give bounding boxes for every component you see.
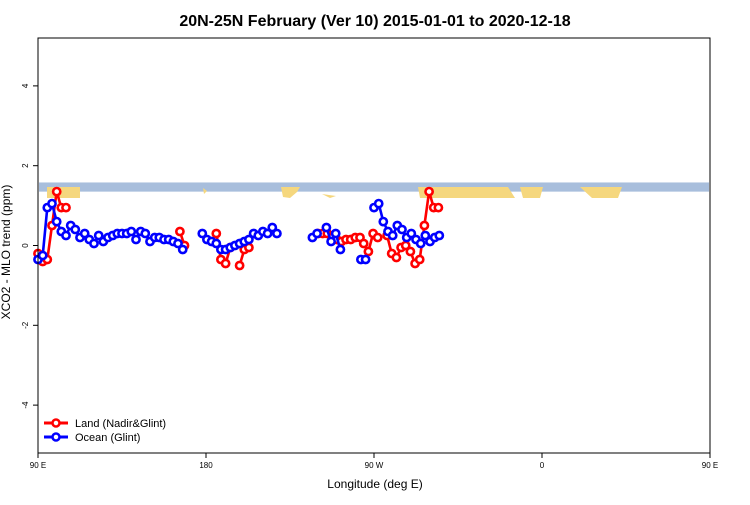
data-point: [420, 230, 431, 241]
data-point: [140, 228, 151, 239]
data-point: [61, 230, 71, 241]
legend-label-land: Land (Nadir&Glint): [75, 418, 166, 430]
legend-label-ocean: Ocean (Glint): [75, 432, 140, 444]
land-africa: [418, 187, 515, 198]
world-map-strip: [39, 182, 709, 198]
data-point: [330, 228, 341, 239]
map-strip-ocean: [39, 182, 709, 192]
land-caribbean: [322, 194, 336, 198]
data-point: [424, 186, 434, 197]
data-point: [211, 238, 222, 249]
y-axis-title: XCO2 - MLO trend (ppm): [0, 185, 13, 320]
x-tick-label: 0: [540, 461, 545, 470]
data-point: [434, 230, 445, 241]
data-point: [267, 222, 278, 233]
data-point: [37, 250, 48, 261]
data-point: [47, 198, 57, 209]
data-point: [197, 228, 208, 239]
x-tick-label: 180: [199, 461, 213, 470]
land-asia-east: [580, 187, 622, 198]
data-point: [358, 238, 369, 249]
data-point: [93, 230, 104, 241]
data-point: [173, 238, 183, 249]
land-hawaii: [203, 188, 207, 194]
axis-ticks: 90 E 180 90 W 0 90 E -4 -2 0 2 4: [21, 83, 718, 470]
land-india: [520, 187, 543, 198]
chart-title: 20N-25N February (Ver 10) 2015-01-01 to …: [179, 13, 570, 30]
data-point: [211, 228, 222, 239]
x-tick-label: 90 E: [702, 461, 718, 470]
x-tick-label: 90 W: [365, 461, 384, 470]
data-point: [360, 254, 371, 265]
data-point: [419, 220, 430, 231]
data-point: [335, 244, 346, 255]
data-point: [262, 228, 273, 239]
map-strip-land: [47, 187, 622, 198]
data-point: [387, 230, 398, 241]
data-point: [378, 216, 389, 227]
y-tick-label: 2: [21, 163, 30, 168]
data-point: [271, 228, 282, 239]
data-point: [177, 244, 188, 255]
data-point: [326, 236, 336, 247]
data-point: [89, 238, 99, 249]
data-point: [405, 246, 416, 257]
series-ocean: [33, 198, 445, 265]
data-point: [79, 228, 90, 239]
data-point: [414, 254, 425, 265]
x-tick-label: 90 E: [30, 461, 46, 470]
data-point: [312, 228, 322, 239]
data-point: [391, 252, 402, 263]
y-tick-label: -2: [21, 321, 30, 329]
data-point: [61, 202, 71, 213]
legend-marker-land: [51, 418, 61, 428]
data-point: [373, 198, 384, 209]
x-axis-title: Longitude (deg E): [327, 477, 422, 491]
data-point: [372, 232, 383, 243]
data-point: [397, 224, 407, 235]
y-tick-label: 0: [21, 243, 30, 248]
legend: Land (Nadir&Glint) Ocean (Glint): [44, 418, 166, 444]
land-mexico: [281, 187, 300, 198]
data-point: [51, 186, 62, 197]
data-point: [415, 238, 426, 249]
y-tick-label: 4: [21, 83, 30, 88]
data-point: [220, 258, 231, 269]
data-point: [406, 228, 417, 239]
data-point: [174, 226, 185, 237]
data-point: [126, 226, 137, 237]
data-point: [243, 234, 254, 245]
data-point: [321, 222, 332, 233]
data-point: [234, 260, 245, 271]
y-tick-label: -4: [21, 401, 30, 409]
plot-area: [33, 186, 445, 271]
data-point: [131, 234, 141, 245]
data-point: [70, 224, 81, 235]
data-point: [433, 202, 444, 213]
land-asia: [47, 187, 80, 198]
legend-marker-ocean: [51, 432, 61, 442]
data-point: [363, 246, 374, 257]
data-point: [51, 216, 62, 227]
